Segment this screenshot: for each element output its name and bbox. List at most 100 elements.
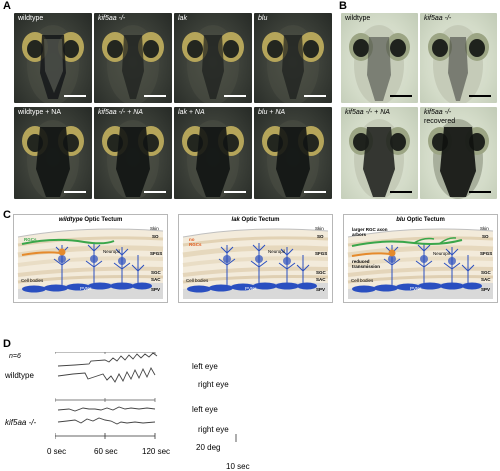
photo-label: kif5aa -/-	[424, 109, 452, 116]
photo-kif5aa-na: kif5aa -/- + NA	[94, 107, 172, 199]
photo-label: kif5aa -/- + NA	[345, 109, 390, 116]
panel-label-a: A	[3, 0, 11, 12]
wildtype-right-eye-label: right eye	[198, 380, 229, 389]
skin-label: Skin	[150, 226, 159, 231]
layer-sfgs: SFGS	[150, 251, 163, 256]
pvns-label: PVNs	[410, 286, 422, 291]
photo-label: lak	[178, 15, 187, 22]
scale-bar	[390, 95, 412, 97]
larva-head-image	[254, 13, 332, 103]
diagram-title: wildtype Optic Tectum	[14, 217, 167, 223]
cell-bodies-label: Cell bodies	[21, 278, 44, 283]
larva-head-image	[341, 107, 418, 199]
scale-bar	[144, 191, 166, 193]
scale-bar	[469, 95, 491, 97]
pvns-label: PVNs	[80, 286, 92, 291]
layer-spv: SPV	[151, 287, 161, 292]
time-label-60: 60 sec	[94, 447, 118, 456]
diagram-title-text: Optic Tectum	[405, 217, 445, 223]
diagram-title: lak Optic Tectum	[179, 217, 332, 223]
time-label-120: 120 sec	[142, 447, 171, 456]
layer-sac: SAC	[316, 277, 326, 282]
photo-b-wildtype: wildtype	[341, 13, 418, 103]
photo-lak: lak	[174, 13, 252, 103]
layer-sgc: SGC	[481, 270, 491, 275]
skin-label: Skin	[480, 226, 489, 231]
diagram-title-genotype: blu	[396, 217, 406, 223]
layer-spv: SPV	[316, 287, 326, 292]
scale-bar	[304, 95, 326, 97]
photo-label-line2: recovered	[424, 118, 456, 125]
pvns-label: PVNs	[245, 286, 257, 291]
neuropil-label: Neuropil	[433, 251, 450, 256]
diagram-title-genotype: wildtype	[58, 217, 83, 223]
scale-bar	[469, 191, 491, 193]
layer-sfgs: SFGS	[480, 251, 493, 256]
larger-arbors-label-line2: arbors	[352, 232, 367, 237]
photo-lak-na: lak + NA	[174, 107, 252, 199]
photo-wildtype: wildtype	[14, 13, 92, 103]
photo-label: wildtype + NA	[18, 109, 61, 116]
larva-head-image	[174, 13, 252, 103]
scale-bar	[224, 95, 246, 97]
tectum-cross-section	[344, 215, 497, 302]
scale-bar	[64, 191, 86, 193]
no-rgc-label: no	[189, 237, 195, 242]
photo-label: kif5aa -/-	[424, 15, 452, 22]
layer-so: SO	[317, 234, 324, 239]
wildtype-left-eye-label: left eye	[192, 362, 218, 371]
sample-size: n=6	[9, 353, 21, 360]
panel-label-c: C	[3, 209, 11, 221]
diagram-title-genotype: lak	[231, 217, 240, 223]
photo-wildtype-na: wildtype + NA	[14, 107, 92, 199]
larva-head-image	[254, 107, 332, 199]
larva-head-image	[174, 107, 252, 199]
layer-sfgs: SFGS	[315, 251, 328, 256]
tectum-diagram-wildtype: wildtype Optic Tectum Skin SO SFGS SGC S…	[13, 214, 168, 303]
layer-sac: SAC	[481, 277, 491, 282]
cell-bodies-label: Cell bodies	[186, 278, 209, 283]
neuropil-label: Neuropil	[103, 249, 120, 254]
scale-bar	[390, 191, 412, 193]
photo-b-kif5aa-na: kif5aa -/- + NA	[341, 107, 418, 199]
photo-label: blu + NA	[258, 109, 286, 116]
panel-label-d: D	[3, 338, 11, 350]
photo-label: lak + NA	[178, 109, 205, 116]
reduced-transmission-label: reduced	[352, 259, 370, 264]
panel-label-b: B	[339, 0, 347, 12]
scale-bar	[144, 95, 166, 97]
group-label-wildtype: wildtype	[5, 371, 34, 380]
kif5aa-left-eye-label: left eye	[192, 405, 218, 414]
scale-seconds: 10 sec	[226, 462, 250, 471]
layer-sac: SAC	[151, 277, 161, 282]
tectum-cross-section	[14, 215, 167, 302]
diagram-title-text: Optic Tectum	[239, 217, 280, 223]
group-label-kif5aa: kif5aa -/-	[5, 418, 37, 427]
larger-arbors-label: larger RGC axon	[352, 227, 388, 232]
photo-kif5aa: kif5aa -/-	[94, 13, 172, 103]
layer-so: SO	[152, 234, 159, 239]
diagram-title-text: Optic Tectum	[82, 217, 123, 223]
cell-bodies-label: Cell bodies	[351, 278, 374, 283]
scale-bar	[304, 191, 326, 193]
tectum-diagram-lak: lak Optic Tectum Skin SO SFGS SGC SAC SP…	[178, 214, 333, 303]
photo-label: wildtype	[18, 15, 44, 22]
scale-bar	[64, 95, 86, 97]
larva-head-image	[420, 13, 497, 103]
kif5aa-right-eye-label: right eye	[198, 425, 229, 434]
no-rgc-label-line2: RGCs	[189, 242, 202, 247]
layer-so: SO	[482, 234, 489, 239]
larva-head-image	[94, 107, 172, 199]
photo-label: kif5aa -/-	[98, 15, 126, 22]
photo-b-kif5aa: kif5aa -/-	[420, 13, 497, 103]
larva-head-image	[14, 107, 92, 199]
neuropil-label: Neuropil	[268, 249, 285, 254]
photo-b-kif5aa-recovered: kif5aa -/- recovered	[420, 107, 497, 199]
eye-traces	[55, 352, 237, 442]
rgc-label: RGCs	[24, 237, 37, 242]
reduced-transmission-label-line2: transmission	[352, 264, 381, 269]
photo-label: kif5aa -/- + NA	[98, 109, 143, 116]
larva-head-image	[94, 13, 172, 103]
diagram-title: blu Optic Tectum	[344, 217, 497, 223]
layer-sgc: SGC	[151, 270, 161, 275]
